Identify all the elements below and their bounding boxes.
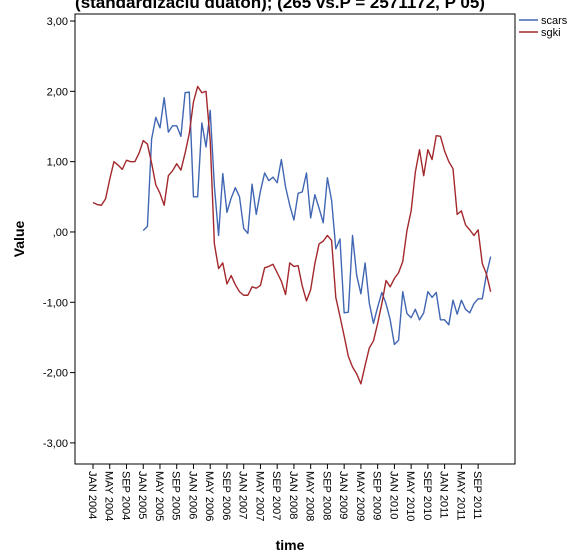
y-tick-label: 3,00: [47, 16, 68, 28]
x-tick-label: MAY 2004: [103, 471, 115, 521]
x-axis: JAN 2004 MAY 2004 SEP 2004 JAN 2005 MAY 2005…: [86, 464, 483, 521]
x-tick-label: MAY 2007: [253, 471, 265, 521]
y-axis-title: Value: [11, 221, 27, 258]
x-tick-label: SEP 2007: [270, 471, 282, 520]
x-tick-label: JAN 2010: [387, 471, 399, 519]
y-tick-label: 1,00: [47, 157, 68, 169]
y-axis: 3,00 2,00 1,00 ,00 -1,00 -2,00 -3,00: [43, 16, 75, 450]
y-tick-label: -3,00: [43, 438, 68, 450]
x-tick-label: JAN 2005: [136, 471, 148, 519]
x-tick-label: SEP 2011: [471, 471, 483, 520]
x-tick-label: SEP 2009: [371, 471, 383, 520]
y-tick-label: -2,00: [43, 368, 68, 380]
x-tick-label: JAN 2008: [287, 471, 299, 519]
series-line-sgki: [92, 85, 492, 385]
x-tick-label: JAN 2011: [438, 471, 450, 519]
x-tick-label: SEP 2008: [320, 471, 332, 520]
chart-title: (standardizaciu duaton); (265 vs.P = 257…: [75, 0, 485, 12]
legend-label-sgki: sgki: [541, 27, 561, 39]
x-tick-label: MAY 2006: [203, 471, 215, 521]
x-tick-label: SEP 2004: [119, 471, 131, 520]
x-tick-label: MAY 2011: [454, 471, 466, 521]
x-tick-label: JAN 2009: [337, 471, 349, 519]
x-tick-label: MAY 2010: [404, 471, 416, 521]
series-group: [92, 85, 492, 385]
legend-label-scars: scars: [541, 15, 568, 27]
x-axis-title: time: [276, 537, 305, 553]
y-tick-label: 2,00: [47, 86, 68, 98]
x-tick-label: JAN 2007: [237, 471, 249, 519]
x-tick-label: SEP 2005: [170, 471, 182, 520]
x-tick-label: MAY 2008: [304, 471, 316, 521]
y-tick-label: ,00: [53, 227, 68, 239]
series-line-scars: [142, 91, 492, 346]
y-tick-label: -1,00: [43, 297, 68, 309]
plot-area: [74, 13, 516, 465]
x-tick-label: MAY 2005: [153, 471, 165, 521]
x-tick-label: JAN 2006: [186, 471, 198, 519]
x-tick-label: SEP 2006: [220, 471, 232, 520]
x-tick-label: SEP 2010: [421, 471, 433, 520]
x-tick-label: JAN 2004: [86, 471, 98, 519]
x-tick-label: MAY 2009: [354, 471, 366, 521]
